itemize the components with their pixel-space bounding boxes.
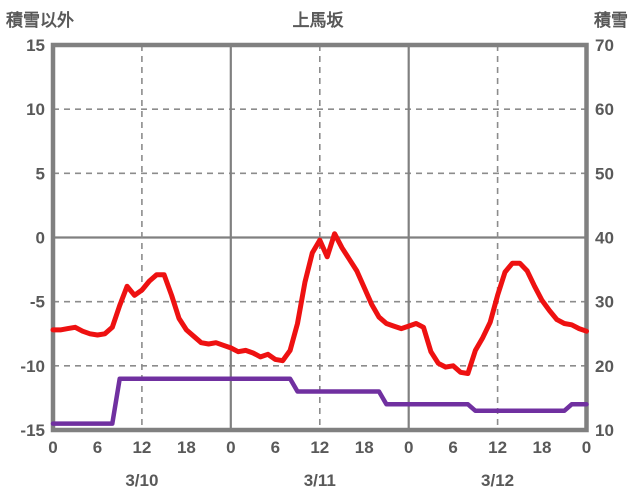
left-axis-tick-label: 0 (36, 229, 45, 248)
plot-border (50, 42, 589, 433)
x-axis-hour-label: 12 (488, 438, 507, 457)
left-axis-tick-label: 15 (26, 36, 45, 55)
right-axis-tick-label: 50 (595, 164, 614, 183)
temperature-line (50, 231, 589, 376)
right-axis-tick-label: 10 (595, 421, 614, 440)
x-axis-hour-label: 12 (310, 438, 329, 457)
left-axis-tick-label: -5 (30, 293, 45, 312)
x-axis-hour-label: 18 (533, 438, 552, 457)
x-axis-hour-label: 18 (177, 438, 196, 457)
right-axis-tick-label: 70 (595, 36, 614, 55)
right-axis-tick-label: 40 (595, 229, 614, 248)
x-axis-day-label: 3/12 (481, 471, 514, 490)
x-axis-hour-label: 6 (271, 438, 280, 457)
right-axis-tick-label: 20 (595, 357, 614, 376)
x-axis-hour-label: 0 (48, 438, 57, 457)
left-axis-tick-label: -10 (20, 357, 45, 376)
right-axis-title: 積雪 (594, 11, 628, 30)
x-axis-hour-label: 6 (93, 438, 102, 457)
x-axis-hour-label: 6 (448, 438, 457, 457)
left-axis-title: 積雪以外 (6, 11, 74, 30)
right-axis-tick-label: 60 (595, 100, 614, 119)
x-axis-hour-label: 0 (582, 438, 591, 457)
snow-depth-line (50, 376, 589, 426)
left-axis-tick-label: -15 (20, 421, 45, 440)
x-axis-day-label: 3/10 (125, 471, 158, 490)
x-axis-hour-label: 0 (226, 438, 235, 457)
left-axis-tick-label: 10 (26, 100, 45, 119)
chart-title: 上馬坂 (292, 11, 344, 30)
x-axis-day-label: 3/11 (304, 471, 336, 490)
x-axis-hour-label: 0 (404, 438, 413, 457)
right-axis-tick-label: 30 (595, 293, 614, 312)
left-axis-tick-label: 5 (36, 164, 45, 183)
x-axis-hour-label: 12 (132, 438, 151, 457)
x-axis-hour-label: 18 (355, 438, 374, 457)
